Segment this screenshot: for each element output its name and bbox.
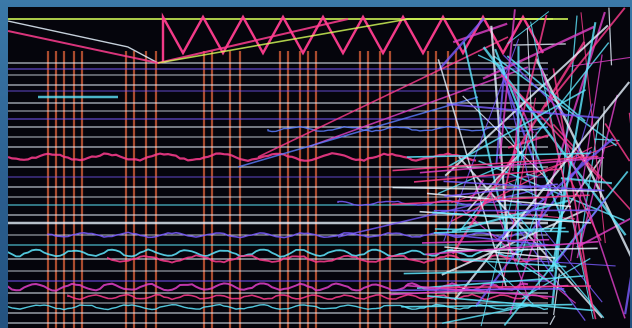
cluster-line — [533, 11, 606, 238]
cluster-streak — [416, 275, 584, 289]
cluster-line — [443, 38, 520, 242]
top-zigzag — [8, 12, 553, 65]
cluster-streak — [431, 211, 575, 222]
cluster-line — [623, 276, 630, 315]
cluster-line — [507, 11, 550, 45]
cluster-line — [555, 197, 607, 263]
zigzag-line — [8, 20, 159, 64]
cluster-line — [550, 22, 597, 272]
cluster-streak — [392, 155, 599, 172]
cluster-line — [507, 214, 586, 322]
cluster-line — [524, 259, 616, 267]
cluster-line — [480, 130, 529, 327]
cluster-streak — [421, 238, 550, 244]
cluster-line — [452, 22, 508, 44]
cluster-streak — [405, 284, 555, 298]
cluster-streak — [391, 194, 590, 206]
cluster-line — [498, 9, 516, 159]
cluster-streak — [427, 295, 594, 312]
cluster-line — [567, 175, 602, 242]
zigzag-line — [157, 18, 553, 64]
cluster-streak — [444, 246, 556, 259]
wavy-line — [267, 125, 549, 133]
cluster-streak — [392, 186, 598, 192]
wavy-line — [67, 293, 549, 301]
cluster-line — [516, 46, 520, 259]
cluster-streak — [419, 156, 605, 174]
cluster-line — [446, 103, 599, 119]
cluster-line — [579, 120, 600, 246]
cluster-streak — [401, 303, 573, 308]
cluster-line — [506, 55, 586, 122]
diagonal-line — [237, 96, 479, 168]
cluster-line — [441, 304, 532, 325]
cluster-streak — [403, 269, 554, 275]
cluster-streak — [443, 180, 605, 192]
cluster-streak — [425, 240, 599, 256]
cluster-streak — [444, 183, 558, 198]
cluster-line — [509, 230, 539, 315]
diagonal-line — [307, 66, 529, 148]
cluster-streak — [444, 257, 567, 268]
cluster-line — [552, 123, 630, 211]
horizontal-lines — [8, 18, 568, 324]
wavy-line — [8, 303, 549, 311]
artwork-canvas — [8, 7, 630, 328]
cluster-streak — [413, 168, 562, 183]
cluster-line — [495, 68, 506, 165]
cluster-line — [438, 17, 485, 70]
cluster-streak — [435, 232, 556, 247]
cluster-line — [608, 7, 613, 66]
cluster-line — [540, 68, 626, 319]
cluster-streak — [389, 288, 565, 292]
cluster-streak — [433, 227, 566, 234]
cluster-line — [516, 205, 540, 266]
zigzag-line — [161, 12, 545, 63]
cluster-line — [501, 14, 548, 202]
cluster-line — [447, 89, 586, 168]
cluster-line — [525, 173, 538, 178]
cluster-line — [549, 315, 556, 326]
cluster-streak — [440, 285, 592, 289]
cluster-line — [451, 199, 571, 233]
cluster-line — [604, 123, 630, 162]
line-artwork — [8, 7, 630, 328]
cluster-streak — [406, 152, 591, 158]
cluster-line — [544, 7, 626, 108]
cluster-line — [528, 211, 603, 303]
wavy-line — [8, 152, 477, 162]
right-line-cluster — [389, 7, 630, 327]
cluster-line — [552, 273, 560, 316]
